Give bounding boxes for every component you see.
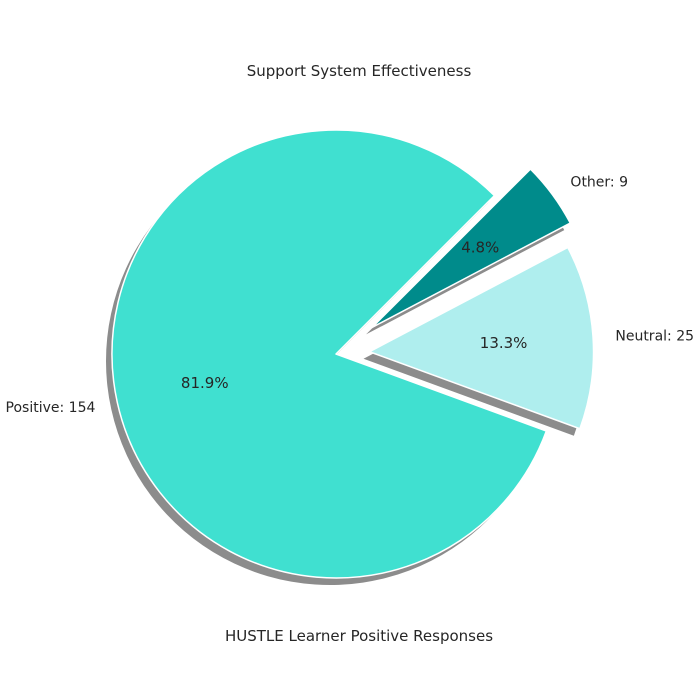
slice-labels: Positive: 154 81.9% Neutral: 25 13.3% Other:…	[6, 174, 694, 416]
slice-percent-positive: 81.9%	[181, 374, 229, 392]
pie-slice-other	[371, 168, 572, 329]
pie-slice-neutral	[368, 246, 595, 430]
slice-label-positive: Positive: 154	[6, 400, 96, 416]
chart-title: Support System Effectiveness	[247, 62, 472, 80]
slice-percent-other: 4.8%	[461, 239, 499, 257]
pie-slice-positive	[111, 129, 548, 579]
slice-label-neutral: Neutral: 25	[615, 328, 694, 344]
slice-label-other: Other: 9	[570, 174, 628, 190]
slice-percent-neutral: 13.3%	[480, 334, 528, 352]
pie-slices	[111, 129, 595, 579]
x-axis-label: HUSTLE Learner Positive Responses	[225, 627, 493, 645]
